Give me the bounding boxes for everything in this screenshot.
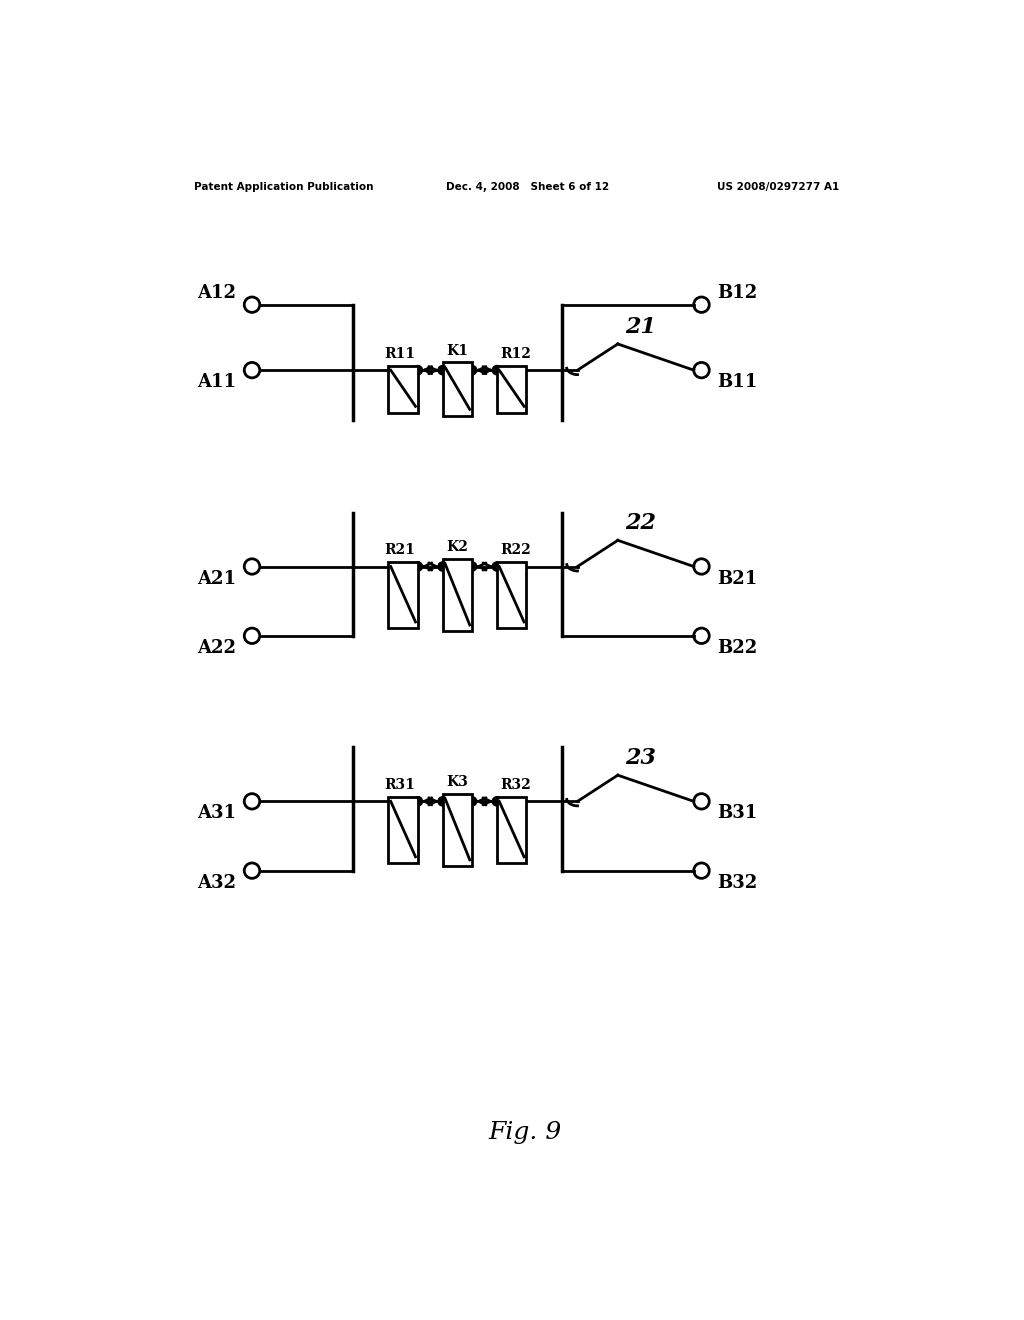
Text: R21: R21: [385, 544, 416, 557]
Text: 22: 22: [626, 512, 656, 535]
Text: Patent Application Publication: Patent Application Publication: [194, 182, 374, 191]
Text: A21: A21: [198, 570, 237, 587]
Text: 23: 23: [626, 747, 656, 770]
Circle shape: [467, 562, 477, 572]
Circle shape: [493, 366, 502, 375]
Circle shape: [467, 797, 477, 807]
Text: A22: A22: [198, 639, 237, 657]
Text: A11: A11: [198, 374, 237, 391]
Text: K1: K1: [446, 343, 468, 358]
Bar: [497, 562, 526, 628]
Circle shape: [467, 366, 477, 375]
Circle shape: [414, 562, 423, 572]
Text: R12: R12: [500, 347, 530, 360]
Bar: [388, 797, 418, 863]
Circle shape: [438, 797, 447, 807]
Text: R31: R31: [385, 777, 416, 792]
Circle shape: [493, 562, 502, 572]
Text: A32: A32: [198, 874, 237, 892]
Circle shape: [493, 797, 502, 807]
Bar: [442, 363, 472, 416]
Text: Fig. 9: Fig. 9: [488, 1121, 561, 1144]
Text: B12: B12: [717, 284, 758, 302]
Text: B21: B21: [717, 570, 758, 587]
Text: B11: B11: [717, 374, 758, 391]
Text: 21: 21: [626, 315, 656, 338]
Text: A12: A12: [198, 284, 237, 302]
Circle shape: [414, 366, 423, 375]
Text: K2: K2: [446, 540, 468, 554]
Text: A31: A31: [198, 804, 237, 822]
Text: B22: B22: [717, 639, 758, 657]
Text: K3: K3: [446, 775, 468, 789]
Bar: [442, 558, 472, 631]
Text: R22: R22: [500, 544, 530, 557]
Circle shape: [414, 797, 423, 807]
Text: US 2008/0297277 A1: US 2008/0297277 A1: [717, 182, 840, 191]
Bar: [388, 366, 418, 413]
Text: B31: B31: [717, 804, 758, 822]
Text: R11: R11: [385, 347, 416, 360]
Bar: [497, 366, 526, 413]
Circle shape: [438, 366, 447, 375]
Bar: [497, 797, 526, 863]
Bar: [442, 793, 472, 866]
Text: Dec. 4, 2008   Sheet 6 of 12: Dec. 4, 2008 Sheet 6 of 12: [445, 182, 609, 191]
Text: R32: R32: [500, 777, 530, 792]
Bar: [388, 562, 418, 628]
Text: B32: B32: [717, 874, 758, 892]
Circle shape: [438, 562, 447, 572]
